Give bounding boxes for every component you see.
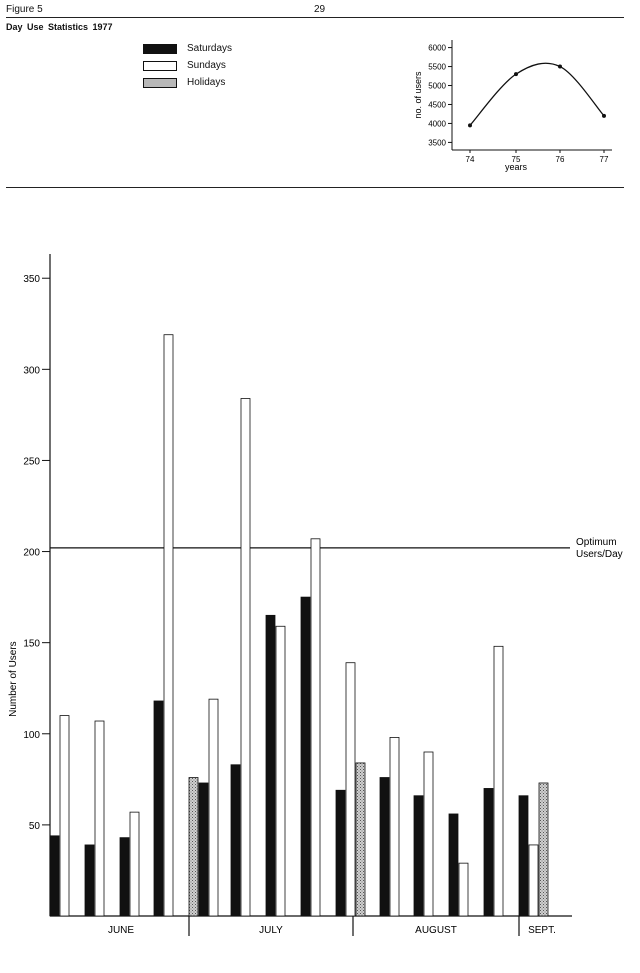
bar-saturdays	[300, 596, 311, 917]
bar-saturdays	[265, 614, 276, 917]
inset-y-tick-label: 5000	[428, 82, 446, 91]
bar-sundays	[59, 715, 70, 917]
bar-saturdays	[448, 813, 459, 917]
y-tick-label: 150	[23, 639, 40, 650]
legend-item-sundays: Sundays	[143, 57, 232, 74]
page-number: 29	[314, 4, 326, 15]
figure-title: Day Use Statistics 1977	[6, 22, 113, 32]
bar-saturdays	[379, 777, 390, 917]
inset-data-point	[602, 113, 606, 118]
y-tick-label: 200	[23, 548, 40, 559]
inset-line-chart: 3500 4000 4500 5000 5500 6000 74 75 76 77 years no.…	[413, 40, 612, 172]
inset-data-point	[514, 72, 518, 77]
bar-saturdays	[483, 788, 494, 917]
figure-label: Figure 5	[6, 4, 43, 15]
inset-y-axis-label: no. of users	[413, 71, 423, 119]
y-tick-label: 250	[23, 456, 40, 467]
month-label: JUNE	[108, 925, 134, 936]
inset-y-tick-label: 6000	[428, 44, 446, 53]
y-tick-label: 100	[23, 730, 40, 741]
inset-x-tick-label: 76	[556, 155, 565, 164]
bar-sundays	[129, 811, 140, 917]
top-divider	[6, 17, 624, 18]
bar-sundays	[310, 538, 321, 917]
main-bar-chart: 50 100 150 200 250 300 350 Number of Users Optim…	[8, 254, 623, 936]
inset-data-point	[558, 64, 562, 69]
bar-sundays	[163, 334, 174, 917]
legend-item-holidays: Holidays	[143, 74, 232, 91]
month-label: JULY	[259, 925, 283, 936]
bar-saturdays	[230, 764, 241, 917]
bar-sundays	[240, 398, 251, 917]
bar-holidays	[355, 762, 366, 917]
bar-sundays	[208, 698, 219, 917]
inset-y-tick-label: 4000	[428, 119, 446, 128]
y-axis-label: Number of Users	[8, 641, 19, 717]
bar-saturdays	[518, 795, 529, 917]
bar-sundays	[528, 844, 539, 917]
inset-y-tick-label: 5500	[428, 63, 446, 72]
bar-sundays	[493, 645, 504, 917]
month-label: SEPT.	[528, 925, 556, 936]
reference-label-optimum: Optimum	[576, 537, 617, 548]
y-tick-label: 50	[29, 821, 41, 832]
bar-saturdays	[153, 700, 164, 917]
bar-holidays	[188, 777, 199, 917]
legend-item-saturdays: Saturdays	[143, 40, 232, 57]
legend-swatch-holidays	[143, 77, 177, 88]
bar-sundays	[94, 720, 105, 917]
legend-swatch-sundays	[143, 60, 177, 71]
bar-sundays	[389, 737, 400, 917]
legend-label-saturdays: Saturdays	[187, 43, 233, 54]
bar-saturdays	[119, 837, 130, 917]
inset-x-axis-label: years	[505, 162, 528, 172]
inset-series-line	[469, 62, 605, 126]
bar-saturdays	[49, 835, 60, 917]
reference-label-users-per-day: Users/Day	[576, 549, 623, 560]
month-label: AUGUST	[415, 925, 457, 936]
bar-saturdays	[84, 844, 95, 917]
bar-saturdays	[335, 789, 346, 917]
legend-swatch-saturdays	[143, 43, 177, 54]
y-tick-label: 300	[23, 365, 40, 376]
bar-sundays	[275, 625, 286, 917]
bar-saturdays	[198, 782, 209, 917]
inset-data-point	[468, 123, 472, 128]
bar-sundays	[458, 862, 469, 917]
middle-divider	[6, 187, 624, 188]
legend-label-holidays: Holidays	[187, 77, 226, 88]
y-tick-label: 350	[23, 274, 40, 285]
inset-y-tick-label: 4500	[428, 100, 446, 109]
bar-sundays	[345, 662, 356, 917]
bar-saturdays	[413, 795, 424, 917]
inset-y-tick-label: 3500	[428, 138, 446, 147]
bar-sundays	[423, 751, 434, 917]
inset-x-tick-label: 74	[466, 155, 475, 164]
legend: Saturdays Sundays Holidays	[143, 40, 232, 91]
inset-x-tick-label: 75	[512, 155, 521, 164]
inset-x-tick-label: 77	[600, 155, 609, 164]
bar-holidays	[538, 782, 549, 917]
legend-label-sundays: Sundays	[187, 60, 226, 71]
